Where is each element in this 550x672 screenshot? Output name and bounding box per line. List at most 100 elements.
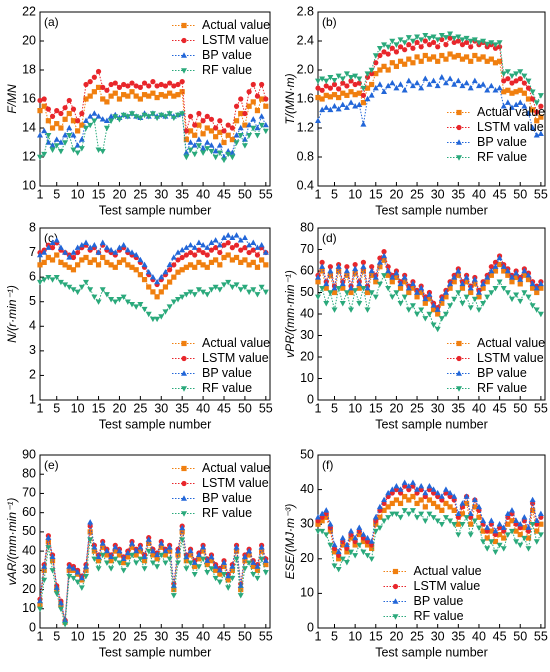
legend-label: LSTM value bbox=[477, 351, 544, 365]
data-point bbox=[376, 281, 383, 288]
x-tick-label: 30 bbox=[154, 629, 168, 643]
series-line bbox=[39, 276, 267, 320]
data-point bbox=[319, 286, 326, 292]
data-point bbox=[62, 262, 68, 268]
y-tick-label: 2.0 bbox=[297, 62, 314, 76]
y-tick-label: 30 bbox=[22, 563, 36, 577]
data-point bbox=[533, 100, 540, 106]
data-point bbox=[364, 534, 371, 541]
data-point bbox=[183, 558, 189, 564]
data-point bbox=[418, 511, 425, 518]
y-tick-label: 0 bbox=[307, 620, 314, 634]
data-point bbox=[183, 264, 189, 270]
data-point bbox=[79, 110, 85, 117]
data-point bbox=[484, 58, 490, 64]
data-point bbox=[212, 563, 219, 569]
data-point bbox=[70, 287, 77, 293]
x-tick-label: 20 bbox=[113, 401, 127, 415]
data-point bbox=[459, 37, 466, 43]
data-point bbox=[124, 114, 131, 120]
data-point bbox=[534, 118, 540, 124]
data-point bbox=[537, 280, 544, 287]
data-point bbox=[238, 259, 244, 265]
data-point bbox=[360, 531, 367, 537]
data-point bbox=[62, 282, 69, 288]
data-point bbox=[91, 556, 98, 562]
x-tick-label: 1 bbox=[315, 629, 322, 643]
data-point bbox=[158, 112, 165, 119]
data-point bbox=[467, 305, 474, 311]
data-point bbox=[488, 517, 495, 523]
legend-marker bbox=[181, 511, 187, 517]
data-point bbox=[430, 77, 437, 84]
data-point bbox=[323, 507, 330, 513]
data-point bbox=[348, 527, 355, 534]
data-point bbox=[537, 510, 544, 517]
data-point bbox=[480, 517, 487, 523]
data-point bbox=[356, 301, 363, 307]
data-point bbox=[41, 563, 48, 569]
data-point bbox=[195, 143, 202, 149]
data-point bbox=[116, 96, 123, 102]
data-point bbox=[488, 539, 495, 545]
data-point bbox=[262, 557, 269, 563]
data-point bbox=[91, 89, 97, 95]
data-point bbox=[430, 34, 437, 40]
data-point bbox=[340, 285, 346, 291]
x-tick-label: 15 bbox=[369, 629, 383, 643]
data-point bbox=[196, 259, 202, 265]
data-point bbox=[95, 84, 102, 90]
data-point bbox=[451, 493, 458, 499]
data-point bbox=[438, 295, 445, 302]
x-tick-label: 20 bbox=[113, 629, 127, 643]
data-point bbox=[74, 150, 81, 156]
data-point bbox=[406, 56, 412, 62]
data-point bbox=[315, 294, 321, 300]
data-point bbox=[53, 143, 60, 149]
data-point bbox=[336, 86, 342, 92]
data-point bbox=[315, 94, 321, 101]
x-tick-label: 30 bbox=[431, 401, 445, 415]
x-tick-label: 25 bbox=[410, 401, 424, 415]
data-point bbox=[66, 563, 73, 569]
data-point bbox=[442, 79, 449, 86]
data-point bbox=[360, 268, 366, 274]
data-point bbox=[360, 85, 367, 92]
data-point bbox=[258, 242, 265, 248]
legend-label: Actual value bbox=[477, 105, 545, 119]
data-point bbox=[442, 289, 449, 295]
data-point bbox=[389, 38, 396, 45]
data-point bbox=[99, 239, 106, 245]
data-point bbox=[480, 301, 487, 307]
data-point bbox=[323, 104, 330, 110]
data-point bbox=[237, 287, 244, 293]
data-point bbox=[78, 585, 85, 591]
data-point bbox=[41, 103, 47, 109]
data-point bbox=[533, 307, 540, 313]
data-point bbox=[187, 560, 194, 566]
data-point bbox=[492, 263, 499, 269]
data-point bbox=[327, 290, 334, 296]
data-point bbox=[262, 128, 269, 135]
data-point bbox=[319, 268, 325, 274]
data-point bbox=[41, 259, 47, 265]
data-point bbox=[430, 515, 437, 521]
data-point bbox=[513, 71, 520, 77]
data-point bbox=[381, 257, 387, 263]
data-point bbox=[459, 82, 466, 89]
data-point bbox=[360, 263, 367, 269]
data-point bbox=[221, 282, 227, 288]
data-point bbox=[405, 307, 412, 313]
x-tick-label: 45 bbox=[493, 187, 507, 201]
data-point bbox=[521, 80, 527, 86]
data-point bbox=[529, 303, 536, 309]
data-point bbox=[87, 287, 94, 293]
data-point bbox=[216, 287, 223, 293]
data-point bbox=[343, 290, 350, 296]
data-point bbox=[162, 269, 169, 275]
data-point bbox=[196, 556, 202, 562]
data-point bbox=[492, 549, 499, 556]
data-point bbox=[336, 556, 342, 562]
data-point bbox=[238, 247, 244, 253]
data-point bbox=[505, 272, 511, 278]
